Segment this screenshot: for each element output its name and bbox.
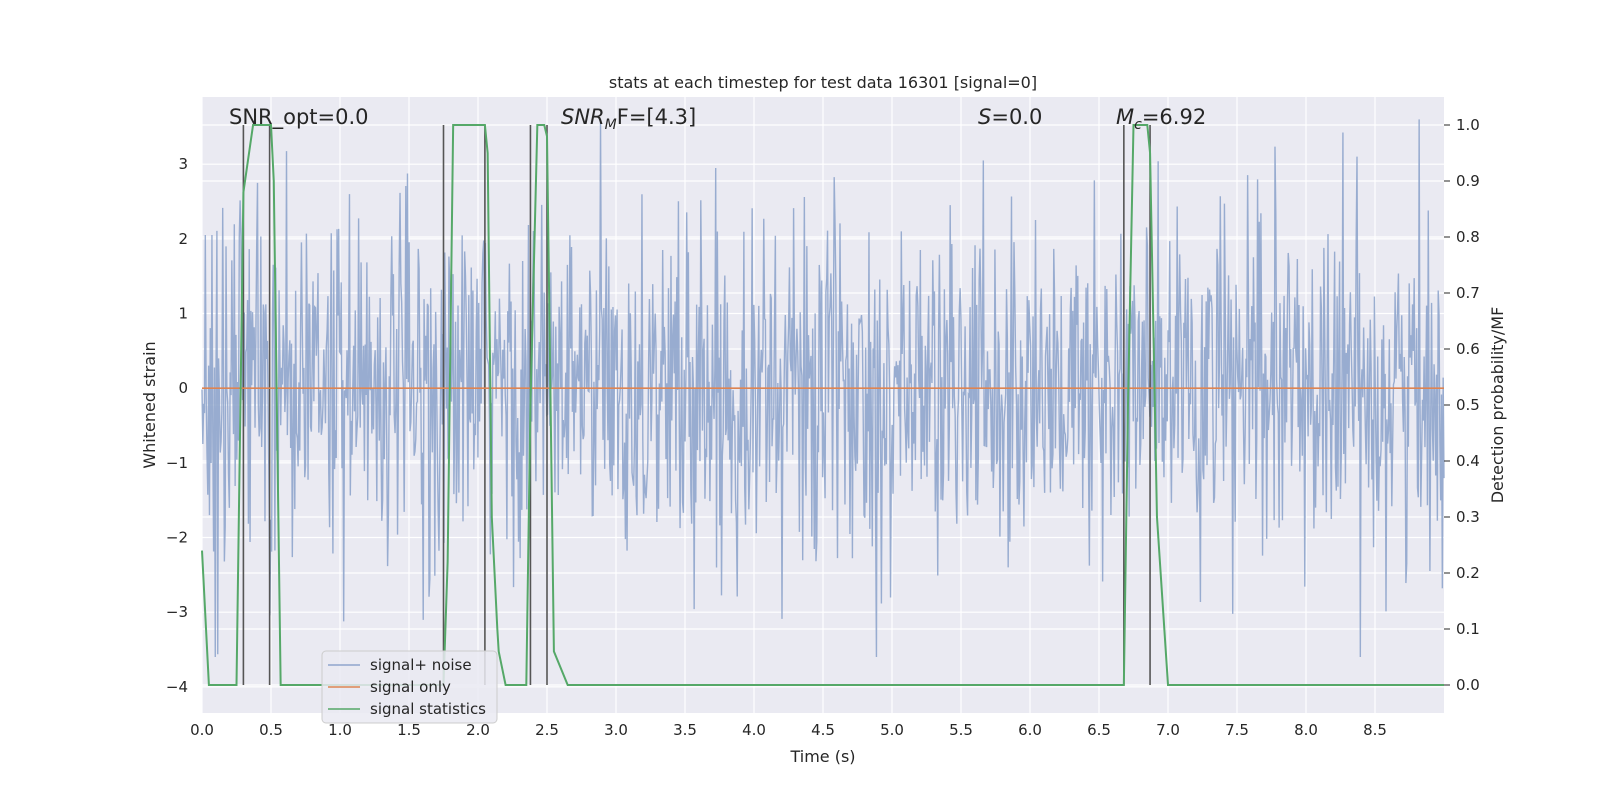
- x-tick-label: 4.0: [742, 721, 766, 739]
- chart-title: stats at each timestep for test data 163…: [609, 73, 1037, 92]
- y-right-tick-label: 0.6: [1456, 340, 1480, 358]
- y-axis-label-left: Whitened strain: [140, 341, 159, 468]
- x-tick-label: 7.5: [1225, 721, 1249, 739]
- y-right-tick-label: 0.3: [1456, 508, 1480, 526]
- y-left-tick-label: −1: [166, 454, 188, 472]
- y-right-tick-label: 0.8: [1456, 228, 1480, 246]
- annotation-mc: Mc=6.92: [1116, 105, 1206, 133]
- y-right-tick-label: 0.7: [1456, 284, 1480, 302]
- y-left-tick-label: −2: [166, 529, 188, 547]
- legend: signal+ noise signal only signal statist…: [322, 651, 497, 723]
- y-right-tick-label: 1.0: [1456, 116, 1480, 134]
- y-left-tick-label: 0: [178, 379, 188, 397]
- y-left-tick-label: −4: [166, 678, 188, 696]
- mc-variable: M: [1116, 105, 1134, 129]
- x-tick-label: 2.5: [535, 721, 559, 739]
- annotation-snr-opt: SNR_opt=0.0: [229, 105, 369, 130]
- x-tick-label: 7.0: [1156, 721, 1180, 739]
- y-axis-label-right: Detection probability/MF: [1488, 307, 1507, 504]
- y-right-tick-label: 0.1: [1456, 620, 1480, 638]
- x-tick-label: 1.5: [397, 721, 421, 739]
- x-tick-label: 3.5: [673, 721, 697, 739]
- snr-mf-subscript: M: [605, 117, 617, 133]
- mc-value: =6.92: [1142, 105, 1206, 129]
- y-right-tick-label: 0.5: [1456, 396, 1480, 414]
- y-right-tick-label: 0.9: [1456, 172, 1480, 190]
- x-tick-label: 6.5: [1087, 721, 1111, 739]
- x-tick-label: 5.5: [949, 721, 973, 739]
- x-tick-label: 8.0: [1294, 721, 1318, 739]
- snr-mf-value: F=[4.3]: [617, 105, 696, 129]
- y-left-tick-label: −3: [166, 603, 188, 621]
- x-tick-label: 1.0: [328, 721, 352, 739]
- x-tick-label: 0.0: [190, 721, 214, 739]
- y-right-tick-label: 0.0: [1456, 676, 1480, 694]
- x-tick-label: 0.5: [259, 721, 283, 739]
- x-tick-label: 4.5: [811, 721, 835, 739]
- legend-label-signal-statistics: signal statistics: [370, 700, 486, 718]
- y-right-tick-label: 0.2: [1456, 564, 1480, 582]
- y-left-tick-label: 1: [178, 305, 188, 323]
- y-left-tick-label: 3: [178, 155, 188, 173]
- x-tick-label: 8.5: [1363, 721, 1387, 739]
- x-tick-label: 3.0: [604, 721, 628, 739]
- y-right-tick-label: 0.4: [1456, 452, 1480, 470]
- x-tick-label: 2.0: [466, 721, 490, 739]
- s-value: =0.0: [991, 105, 1042, 129]
- x-tick-label: 5.0: [880, 721, 904, 739]
- annotation-s: S=0.0: [978, 105, 1042, 129]
- x-axis-label: Time (s): [789, 747, 855, 766]
- s-variable: S: [978, 105, 991, 129]
- annotation-snr-mf: SNRMF=[4.3]: [561, 105, 696, 133]
- snr-mf-prefix: SNR: [561, 105, 605, 129]
- legend-label-signal-only: signal only: [370, 678, 451, 696]
- y-left-tick-label: 2: [178, 230, 188, 248]
- legend-label-signal-noise: signal+ noise: [370, 656, 472, 674]
- x-tick-label: 6.0: [1018, 721, 1042, 739]
